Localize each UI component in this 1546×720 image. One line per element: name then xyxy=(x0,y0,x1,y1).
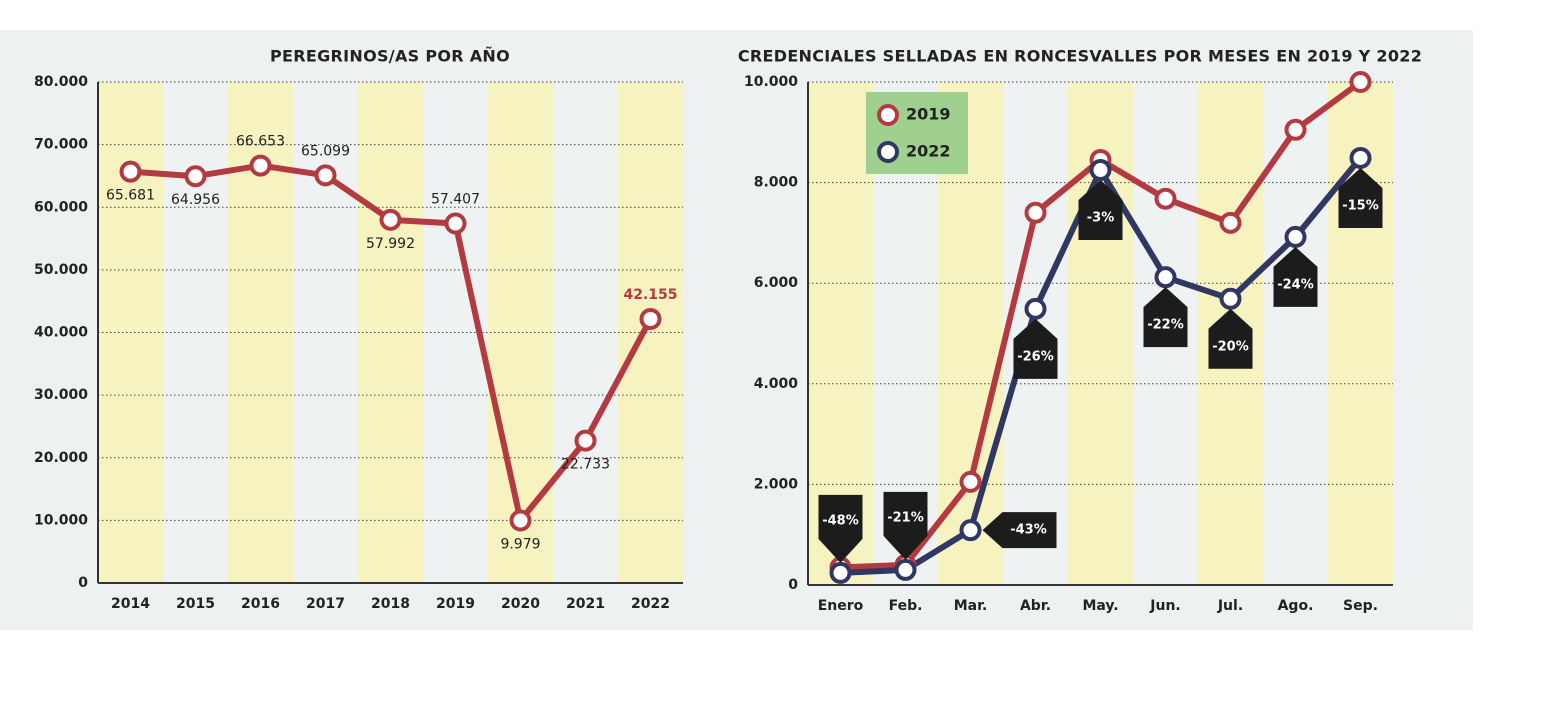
annotation-tag xyxy=(1273,246,1318,307)
point xyxy=(1349,146,1372,169)
point xyxy=(1024,297,1047,320)
annotation: -24% xyxy=(1277,277,1314,292)
y-tick-label: 0 xyxy=(78,575,88,591)
y-tick-label: 70.000 xyxy=(34,137,88,153)
y-tick-label: 30.000 xyxy=(34,387,88,403)
chart-title: PEREGRINOS/AS POR AÑO xyxy=(270,47,510,66)
x-tick-label: Enero xyxy=(818,598,864,614)
point xyxy=(1154,187,1177,210)
x-tick-label: Ago. xyxy=(1278,598,1314,614)
annotation: -15% xyxy=(1342,198,1379,213)
y-tick-label: 80.000 xyxy=(34,74,88,90)
x-tick-label: Feb. xyxy=(889,598,923,614)
x-tick-label: 2021 xyxy=(566,596,605,612)
point xyxy=(1219,211,1242,234)
x-tick-label: Abr. xyxy=(1020,598,1051,614)
legend-label: 2019 xyxy=(906,105,951,124)
annotation: -3% xyxy=(1087,211,1114,226)
point xyxy=(829,561,852,584)
legend-label: 2022 xyxy=(906,142,951,161)
value-label: 22.733 xyxy=(561,457,610,473)
point xyxy=(574,429,597,452)
x-tick-label: 2014 xyxy=(111,596,150,612)
annotation: -43% xyxy=(1010,523,1047,538)
annotation: -22% xyxy=(1147,318,1184,333)
x-tick-label: Mar. xyxy=(954,598,988,614)
point xyxy=(509,509,532,532)
annotation-tag xyxy=(1013,318,1058,379)
point xyxy=(444,212,467,235)
point xyxy=(1284,225,1307,248)
y-tick-label: 8.000 xyxy=(754,175,799,191)
annotation-tag xyxy=(1143,287,1188,348)
value-label: 9.979 xyxy=(500,537,540,553)
value-label: 65.099 xyxy=(301,143,350,159)
x-tick-label: May. xyxy=(1082,598,1118,614)
y-tick-label: 60.000 xyxy=(34,199,88,215)
chart-title: CREDENCIALES SELLADAS EN RONCESVALLES PO… xyxy=(738,47,1422,66)
point xyxy=(1089,159,1112,182)
point xyxy=(1024,201,1047,224)
y-tick-label: 10.000 xyxy=(34,512,88,528)
point xyxy=(1154,266,1177,289)
x-tick-label: Jun. xyxy=(1149,598,1180,614)
value-label: 66.653 xyxy=(236,134,285,150)
point xyxy=(1219,287,1242,310)
y-tick-label: 6.000 xyxy=(754,275,799,291)
point xyxy=(894,558,917,581)
value-label: 57.407 xyxy=(431,191,480,207)
point xyxy=(959,470,982,493)
point xyxy=(314,164,337,187)
point xyxy=(249,154,272,177)
annotation-tag xyxy=(1208,308,1253,369)
x-tick-label: Jul. xyxy=(1217,598,1243,614)
point xyxy=(1349,71,1372,93)
y-tick-label: 40.000 xyxy=(34,325,88,341)
annotation: -21% xyxy=(887,510,924,525)
point xyxy=(184,165,207,188)
x-tick-label: 2018 xyxy=(371,596,410,612)
value-label: 64.956 xyxy=(171,192,220,208)
annotation-tag xyxy=(982,512,1057,549)
y-tick-label: 2.000 xyxy=(754,476,799,492)
x-tick-label: 2017 xyxy=(306,596,345,612)
annotation-tag xyxy=(1338,167,1383,228)
x-tick-label: 2015 xyxy=(176,596,215,612)
value-label: 42.155 xyxy=(623,287,677,303)
x-tick-label: 2022 xyxy=(631,596,670,612)
annotation-tag xyxy=(883,491,928,560)
annotation: -20% xyxy=(1212,339,1249,354)
y-tick-label: 4.000 xyxy=(754,376,799,392)
x-tick-label: 2016 xyxy=(241,596,280,612)
point xyxy=(119,160,142,183)
y-tick-label: 10.000 xyxy=(744,74,798,90)
annotation: -26% xyxy=(1017,349,1054,364)
annotation: -48% xyxy=(822,513,859,528)
annotation-tag xyxy=(1078,180,1123,241)
point xyxy=(959,519,982,542)
x-tick-label: 2020 xyxy=(501,596,540,612)
y-tick-label: 0 xyxy=(788,577,798,593)
legend-marker xyxy=(877,141,899,163)
point xyxy=(379,208,402,231)
x-tick-label: 2019 xyxy=(436,596,475,612)
point xyxy=(639,308,662,331)
x-tick-label: Sep. xyxy=(1343,598,1378,614)
annotation-tag xyxy=(818,494,863,563)
y-tick-label: 50.000 xyxy=(34,262,88,278)
value-label: 57.992 xyxy=(366,236,415,252)
value-label: 65.681 xyxy=(106,188,155,204)
y-tick-label: 20.000 xyxy=(34,450,88,466)
point xyxy=(1284,118,1307,141)
legend-marker xyxy=(877,104,899,126)
